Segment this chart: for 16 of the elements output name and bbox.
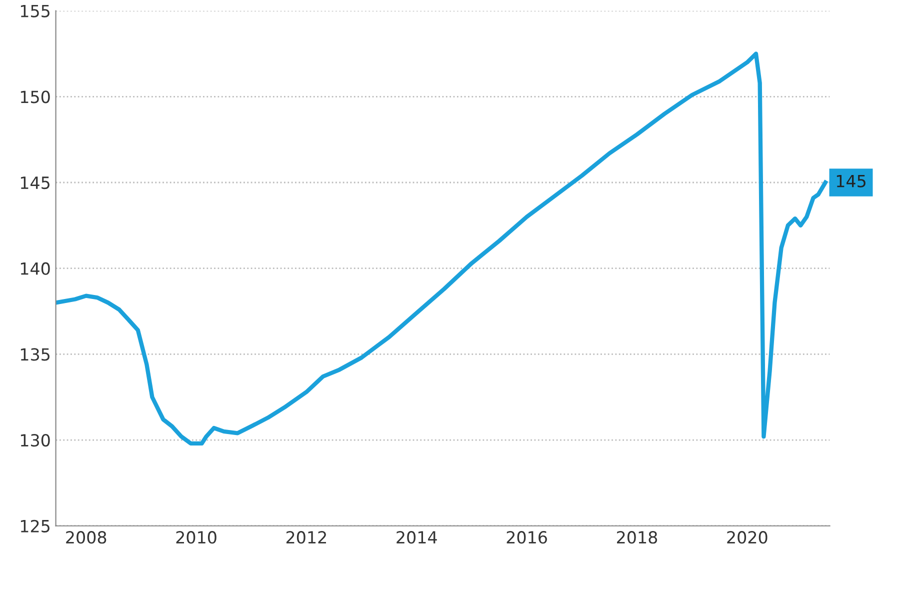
- x-tick-label: 2012: [286, 531, 326, 544]
- y-tick-label: 150: [20, 90, 50, 104]
- x-tick-label: 2018: [617, 531, 658, 544]
- x-tick-label: 2016: [506, 531, 547, 544]
- x-tick-label: 2008: [66, 531, 106, 544]
- data-label: 145: [836, 174, 866, 188]
- y-tick-label: 125: [20, 520, 50, 532]
- line-series: [56, 52, 828, 446]
- y-tick-label: 130: [20, 434, 50, 447]
- y-tick-label: 155: [20, 5, 50, 18]
- y-tick-label: 140: [20, 262, 50, 275]
- x-tick-label: 2020: [727, 531, 768, 544]
- x-tick-label: 2010: [176, 531, 216, 544]
- y-tick-label: 135: [20, 348, 50, 361]
- y-tick-label: 145: [20, 176, 50, 190]
- x-tick-label: 2014: [396, 531, 437, 544]
